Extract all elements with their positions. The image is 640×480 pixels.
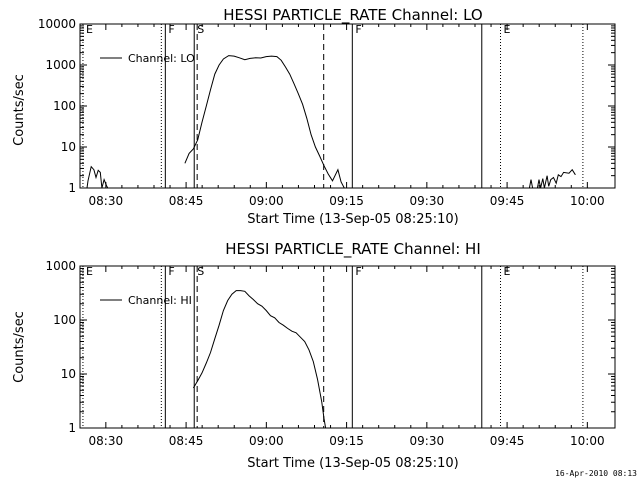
x-tick-label-lo: 09:45 [490,194,525,208]
x-axis-label-hi: Start Time (13-Sep-05 08:25:10) [247,456,458,471]
y-axis-label-hi: Counts/sec [12,311,27,383]
y-tick-label-hi: 1000 [45,259,76,273]
y-tick-label-lo: 10000 [38,17,76,31]
series-line-hi [192,290,327,429]
panel-lo: HESSI PARTICLE_RATE Channel: LO EFSFE 08… [12,6,616,227]
x-tick-label-hi: 10:00 [570,434,605,448]
x-tick-label-lo: 09:00 [249,194,284,208]
series-line-lo [80,165,109,189]
y-tick-label-lo: 1000 [45,58,76,72]
x-tick-label-hi: 08:45 [169,434,204,448]
y-axis-label-lo: Counts/sec [12,74,27,146]
series-line-lo [528,168,576,189]
x-tick-label-hi: 09:15 [329,434,364,448]
chart-title-lo: HESSI PARTICLE_RATE Channel: LO [223,6,482,25]
plot-frame-hi [79,265,616,429]
legend-label-lo: Channel: LO [128,52,195,65]
x-tick-label-lo: 09:30 [410,194,445,208]
x-tick-label-lo: 08:45 [169,194,204,208]
event-marker-label-lo: S [197,23,204,36]
legend-label-hi: Channel: HI [128,294,192,307]
y-tick-label-lo: 100 [53,99,76,113]
event-marker-label-lo: F [168,23,174,36]
x-tick-label-hi: 09:30 [410,434,445,448]
x-tick-label-hi: 09:00 [249,434,284,448]
x-tick-label-hi: 08:30 [89,434,124,448]
series-line-lo [184,55,345,189]
y-tick-label-lo: 1 [68,181,76,195]
event-marker-label-lo: E [86,23,93,36]
event-marker-label-hi: F [355,265,361,278]
y-tick-label-hi: 10 [61,367,76,381]
x-axis-label-lo: Start Time (13-Sep-05 08:25:10) [247,212,458,227]
event-marker-label-hi: F [168,265,174,278]
event-marker-label-hi: S [197,265,204,278]
x-tick-label-hi: 09:45 [490,434,525,448]
y-tick-label-hi: 1 [68,421,76,435]
x-tick-label-lo: 08:30 [89,194,124,208]
event-marker-label-hi: E [86,265,93,278]
panel-hi: HESSI PARTICLE_RATE Channel: HI EFSFE 08… [12,240,616,471]
x-tick-label-lo: 09:15 [329,194,364,208]
event-marker-label-lo: F [355,23,361,36]
y-tick-label-lo: 10 [61,140,76,154]
footer-timestamp: 16-Apr-2010 08:13 [555,469,637,478]
chart-title-hi: HESSI PARTICLE_RATE Channel: HI [225,240,481,259]
x-tick-label-lo: 10:00 [570,194,605,208]
y-tick-label-hi: 100 [53,313,76,327]
plot-frame-lo [79,23,616,189]
